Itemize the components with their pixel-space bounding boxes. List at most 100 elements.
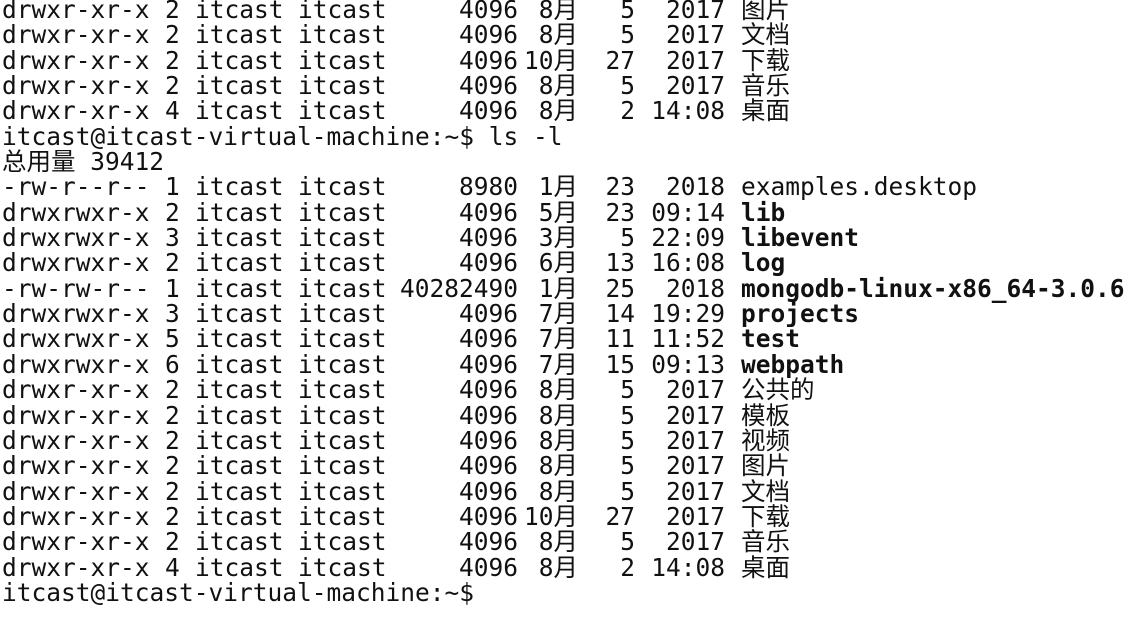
file-perms: drwxr-xr-x [2,527,150,557]
file-day: 2 [620,552,635,582]
file-group: itcast [298,248,387,278]
file-perms: drwxrwxr-x [2,197,150,227]
file-links: 1 [165,273,180,303]
file-day: 14 [605,299,635,329]
file-name: 文档 [741,476,790,506]
total-line: 总用量 39412 [0,147,1125,177]
file-month: 8月 [538,400,578,430]
file-month: 7月 [538,299,578,329]
file-name: 下载 [741,45,790,75]
file-group: itcast [298,172,387,202]
file-entry-row: drwxr-xr-x 2 itcast itcast 4096 10月 27 2017 下载 [0,501,1125,531]
file-perms: drwxr-xr-x [2,400,150,430]
file-links: 4 [165,96,180,126]
file-perms: drwxr-xr-x [2,451,150,481]
file-day: 5 [620,425,635,455]
file-group: itcast [298,527,387,557]
file-day: 27 [605,501,635,531]
file-time: 2018 [665,273,725,303]
file-size: 4096 [458,299,518,329]
file-links: 4 [165,552,180,582]
file-entry-row: -rw-rw-r-- 1 itcast itcast 40282490 1月 25 2018 m… [0,273,1125,303]
file-group: itcast [298,20,387,50]
file-time: 09:14 [651,197,725,227]
file-group: itcast [298,96,387,126]
file-entry-row: drwxrwxr-x 6 itcast itcast 4096 7月 15 09:13 webp… [0,349,1125,379]
file-day: 23 [605,172,635,202]
file-size: 4096 [458,20,518,50]
file-month: 8月 [538,451,578,481]
file-owner: itcast [195,0,284,24]
file-entry-row: drwxrwxr-x 2 itcast itcast 4096 5月 23 09:14 lib [0,197,1125,227]
file-size: 4096 [458,375,518,405]
file-day: 11 [605,324,635,354]
file-month: 6月 [538,248,578,278]
file-group: itcast [298,476,387,506]
file-entry-row: drwxr-xr-x 2 itcast itcast 4096 8月 5 2017 文档 [0,476,1125,506]
file-name: libevent [741,223,860,253]
terminal-output[interactable]: drwxr-xr-x 2 itcast itcast 4096 8月 5 2017 图片 drwx… [0,0,1125,605]
file-group: itcast [298,197,387,227]
prompt-line: itcast@itcast-virtual-machine:~$ ls -l [0,123,1125,149]
file-month: 8月 [538,96,578,126]
file-links: 6 [165,349,180,379]
file-group: itcast [298,273,387,303]
file-name: lib [741,197,786,227]
file-entry-row: drwxr-xr-x 4 itcast itcast 4096 8月 2 14:08 桌面 [0,552,1125,582]
file-entry-row: drwxr-xr-x 2 itcast itcast 4096 8月 5 2017 图片 [0,451,1125,481]
file-month: 10月 [523,45,578,75]
file-size: 4096 [458,0,518,24]
file-perms: drwxr-xr-x [2,501,150,531]
file-owner: itcast [195,501,284,531]
file-links: 2 [165,197,180,227]
file-month: 1月 [538,172,578,202]
file-owner: itcast [195,197,284,227]
file-time: 2017 [665,451,725,481]
file-day: 5 [620,71,635,101]
file-month: 8月 [538,71,578,101]
file-entry-row: drwxr-xr-x 2 itcast itcast 4096 10月 27 2017 下载 [0,45,1125,75]
file-time: 2017 [665,0,725,24]
file-time: 2017 [665,527,725,557]
file-time: 09:13 [651,349,725,379]
file-perms: drwxrwxr-x [2,223,150,253]
file-group: itcast [298,375,387,405]
file-name: 桌面 [741,552,790,582]
file-group: itcast [298,324,387,354]
file-name: webpath [741,349,845,379]
file-day: 23 [605,197,635,227]
file-name: 图片 [741,451,790,481]
file-size: 4096 [458,223,518,253]
line-text: 总用量 39412 [2,147,165,177]
file-month: 3月 [538,223,578,253]
file-time: 14:08 [651,552,725,582]
file-name: 图片 [741,0,790,24]
file-size: 4096 [458,71,518,101]
file-owner: itcast [195,96,284,126]
file-entry-row: drwxr-xr-x 2 itcast itcast 4096 8月 5 2017 文档 [0,20,1125,50]
file-links: 2 [165,501,180,531]
file-size: 4096 [458,476,518,506]
file-entry-row: drwxr-xr-x 2 itcast itcast 4096 8月 5 2017 音乐 [0,527,1125,557]
file-name: 公共的 [741,375,815,405]
file-time: 2017 [665,476,725,506]
file-day: 5 [620,223,635,253]
file-size: 4096 [458,324,518,354]
file-entry-row: drwxrwxr-x 3 itcast itcast 4096 3月 5 22:09 libev… [0,223,1125,253]
file-owner: itcast [195,527,284,557]
file-time: 11:52 [651,324,725,354]
file-month: 8月 [538,20,578,50]
file-perms: drwxrwxr-x [2,248,150,278]
file-day: 13 [605,248,635,278]
file-perms: drwxr-xr-x [2,96,150,126]
file-owner: itcast [195,71,284,101]
file-owner: itcast [195,552,284,582]
file-time: 2017 [665,425,725,455]
file-name: 模板 [741,400,790,430]
file-name: 桌面 [741,96,790,126]
file-time: 14:08 [651,96,725,126]
file-perms: drwxr-xr-x [2,71,150,101]
file-size: 4096 [458,425,518,455]
file-perms: drwxr-xr-x [2,425,150,455]
file-month: 8月 [538,476,578,506]
